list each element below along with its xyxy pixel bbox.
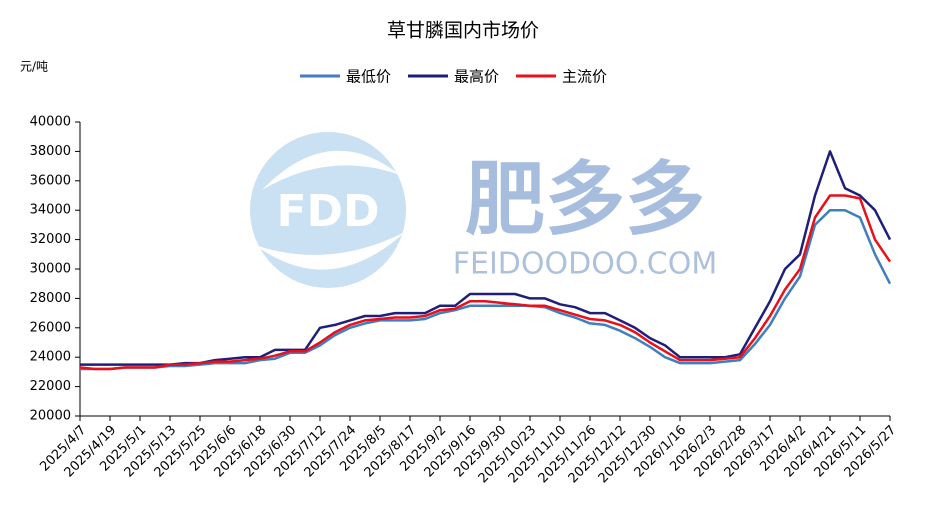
y-tick-label: 38000 — [30, 144, 71, 159]
watermark-logo: FDD — [276, 186, 379, 237]
y-tick-label: 22000 — [30, 379, 71, 394]
watermark: FDD 肥多多 FEIDOODOO.COM — [250, 132, 717, 288]
y-tick-label: 28000 — [30, 291, 71, 306]
legend-label: 最低价 — [346, 68, 391, 86]
series-line — [79, 194, 892, 371]
series-line — [80, 208, 892, 371]
y-tick-label: 32000 — [30, 232, 71, 247]
y-tick-label: 26000 — [30, 320, 71, 335]
legend-label: 最高价 — [454, 68, 499, 86]
y-tick-label: 34000 — [30, 203, 71, 218]
y-tick-label: 40000 — [30, 115, 71, 130]
watermark-url: FEIDOODOO.COM — [453, 247, 717, 282]
y-axis-label: 元/吨 — [20, 60, 48, 74]
series-line — [80, 150, 892, 366]
legend-label: 主流价 — [562, 68, 607, 86]
watermark-wave — [262, 150, 400, 190]
y-tick-label: 20000 — [30, 409, 71, 424]
y-tick-label: 36000 — [30, 173, 71, 188]
y-tick-label: 24000 — [30, 350, 71, 365]
watermark-wave — [255, 232, 405, 270]
y-tick-label: 30000 — [30, 262, 71, 277]
watermark-brand: 肥多多 — [465, 153, 705, 246]
chart-title: 草甘膦国内市场价 — [387, 20, 539, 42]
